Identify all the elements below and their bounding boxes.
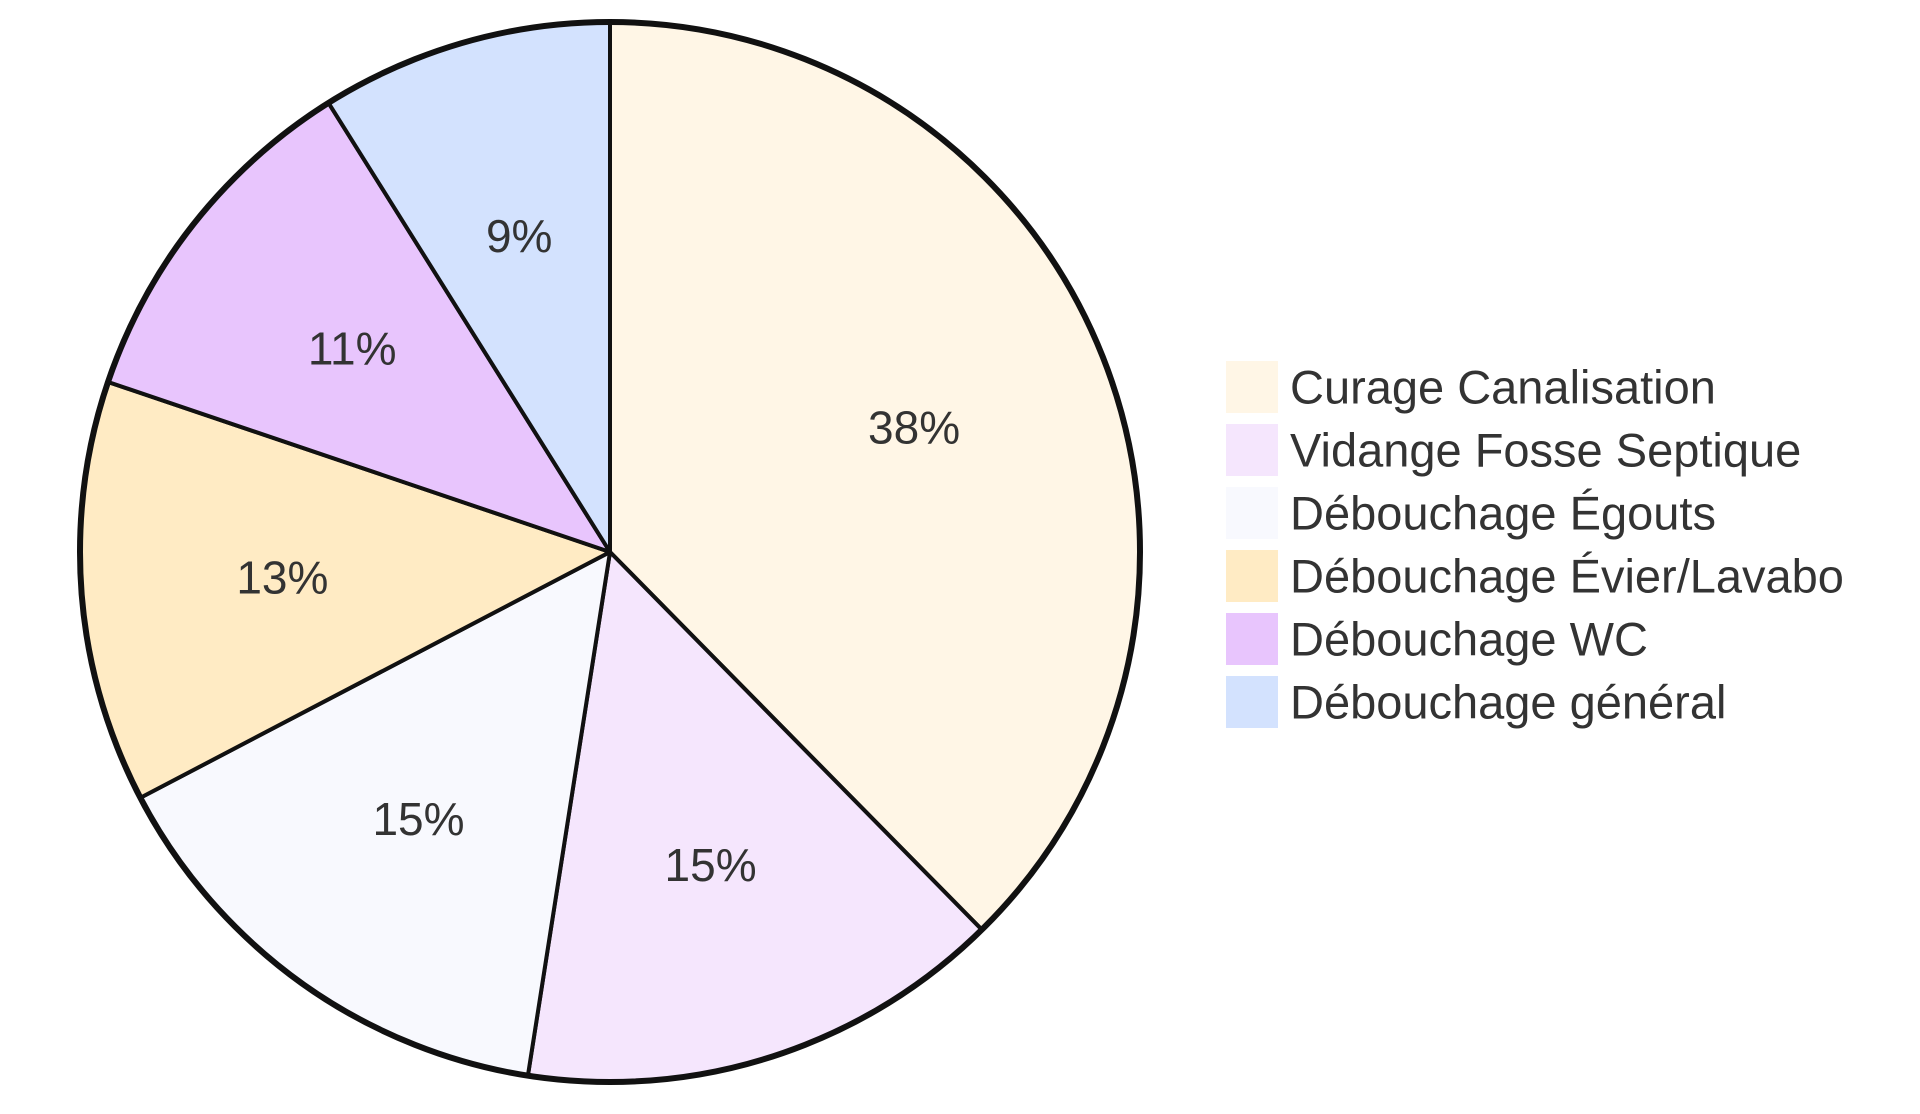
legend: Curage Canalisation Vidange Fosse Septiqu…	[1226, 361, 1844, 729]
legend-swatch-curage-canalisation	[1226, 361, 1278, 413]
slice-labels: 38% 15% 15% 13% 11% 9%	[236, 210, 960, 891]
legend-label-debouchage-egouts: Débouchage Égouts	[1290, 487, 1716, 540]
legend-label-debouchage-evier-lavabo: Débouchage Évier/Lavabo	[1290, 550, 1844, 603]
legend-item-debouchage-general: Débouchage général	[1226, 676, 1726, 729]
slice-label-vidange-fosse-septique: 15%	[665, 839, 757, 891]
legend-swatch-debouchage-wc	[1226, 613, 1278, 665]
slice-label-debouchage-egouts: 15%	[372, 793, 464, 845]
legend-item-debouchage-evier-lavabo: Débouchage Évier/Lavabo	[1226, 550, 1844, 603]
legend-label-curage-canalisation: Curage Canalisation	[1290, 361, 1716, 414]
slice-label-debouchage-evier-lavabo: 13%	[236, 552, 328, 604]
slice-label-debouchage-wc: 11%	[308, 322, 397, 374]
legend-swatch-vidange-fosse-septique	[1226, 424, 1278, 476]
legend-item-debouchage-wc: Débouchage WC	[1226, 613, 1648, 666]
legend-label-vidange-fosse-septique: Vidange Fosse Septique	[1290, 424, 1801, 477]
legend-item-vidange-fosse-septique: Vidange Fosse Septique	[1226, 424, 1801, 477]
legend-swatch-debouchage-evier-lavabo	[1226, 550, 1278, 602]
legend-swatch-debouchage-general	[1226, 676, 1278, 728]
legend-swatch-debouchage-egouts	[1226, 487, 1278, 539]
pie-outline	[77, 19, 1143, 1085]
legend-item-curage-canalisation: Curage Canalisation	[1226, 361, 1716, 414]
legend-label-debouchage-general: Débouchage général	[1290, 676, 1726, 729]
legend-label-debouchage-wc: Débouchage WC	[1290, 613, 1648, 666]
slice-label-debouchage-general: 9%	[486, 210, 552, 262]
legend-item-debouchage-egouts: Débouchage Égouts	[1226, 487, 1716, 540]
slice-label-curage-canalisation: 38%	[868, 401, 960, 453]
